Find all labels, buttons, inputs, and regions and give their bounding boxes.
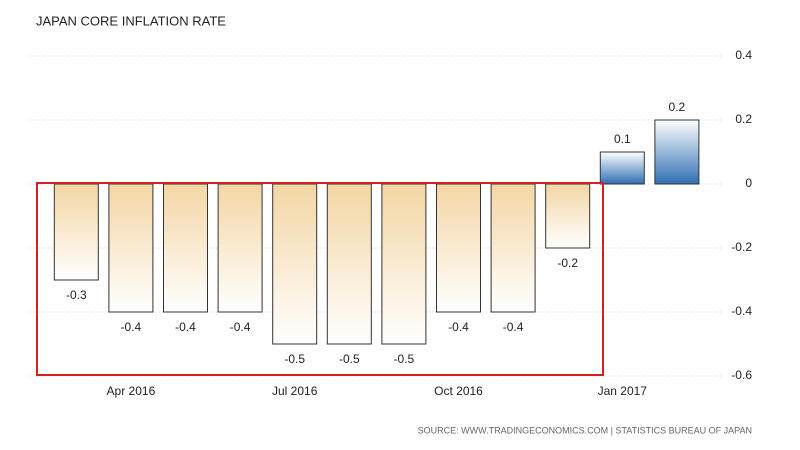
bar [326,183,372,345]
bar [654,119,700,185]
bar [381,183,427,345]
bar [436,183,481,313]
y-tick-label: 0.2 [735,112,752,126]
x-tick-label: Jan 2017 [598,384,648,398]
data-label: -0.4 [175,320,196,334]
y-tick-label: -0.6 [731,368,752,382]
x-tick-label: Oct 2016 [434,384,483,398]
bar [490,183,536,313]
x-tick-label: Apr 2016 [107,384,156,398]
y-tick-label: -0.2 [731,240,752,254]
x-tick-label: Jul 2016 [272,384,318,398]
bar [599,151,645,185]
plot: -0.6 -0.4 -0.2 0 0.2 0.4 -0.3 Apr 2016 -0.4 -0.4 -… [30,48,752,398]
y-tick-label: 0 [745,176,752,190]
data-label: -0.4 [230,320,251,334]
bar [217,183,263,313]
bar [545,183,591,249]
bar [108,183,154,313]
bar [53,183,99,281]
y-tick-label: -0.4 [731,304,752,318]
data-label: -0.5 [339,352,360,366]
highlight-box [36,182,604,376]
source: SOURCE: WWW.TRADINGECONOMICS.COM | STATI… [418,425,752,435]
bar [272,183,318,345]
data-label: -0.4 [448,320,469,334]
data-label: 0.1 [614,132,631,146]
data-label: -0.4 [503,320,524,334]
data-label: 0.2 [669,100,686,114]
data-label: -0.5 [394,352,415,366]
data-label: -0.2 [557,256,578,270]
data-label: -0.4 [121,320,142,334]
y-tick-label: 0.4 [735,48,752,62]
data-label: -0.3 [66,288,87,302]
data-label: -0.5 [284,352,305,366]
bar [163,183,208,313]
chart-title: JAPAN CORE INFLATION RATE [36,13,226,28]
